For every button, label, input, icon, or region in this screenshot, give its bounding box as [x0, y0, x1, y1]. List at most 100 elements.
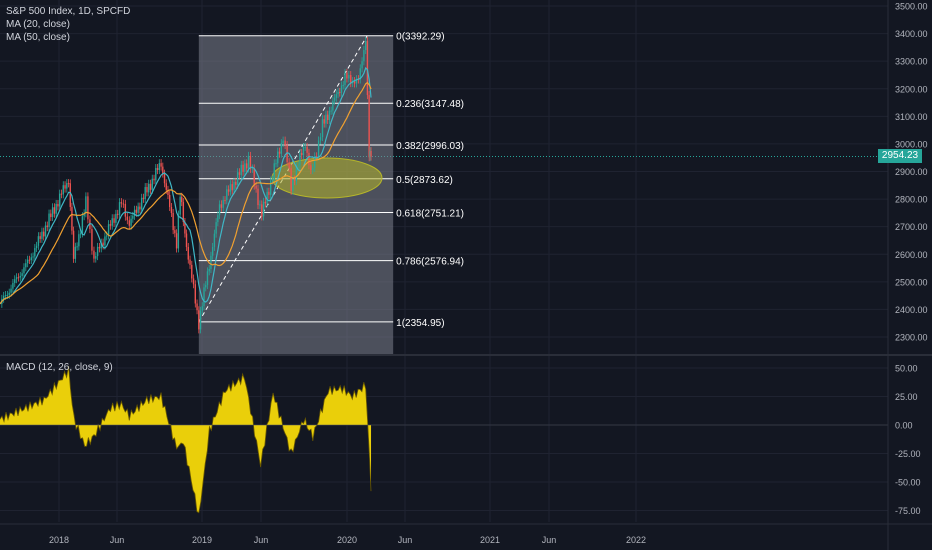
candle-body	[66, 183, 68, 189]
candle-body	[363, 50, 365, 62]
candle-body	[160, 163, 162, 167]
candle-body	[128, 220, 131, 226]
candle-body	[192, 278, 195, 285]
candle-body	[259, 204, 261, 206]
candle-body	[126, 216, 129, 221]
macd-legend[interactable]: MACD (12, 26, close, 9)	[6, 362, 113, 373]
candle-body	[162, 166, 164, 174]
candle-body	[4, 294, 7, 296]
candle-body	[50, 213, 52, 218]
price-tick-label: 3400.00	[895, 29, 928, 39]
candle-body	[361, 61, 363, 69]
candle-body	[111, 218, 113, 226]
candle-body	[142, 197, 145, 199]
chart-legend: S&P 500 Index, 1D, SPCFD MA (20, close) …	[6, 5, 130, 44]
candle-body	[115, 213, 117, 223]
candle-body	[156, 168, 159, 171]
candle-body	[302, 147, 305, 156]
time-tick-label: Jun	[398, 535, 413, 545]
macd-tick-label: 25.00	[895, 392, 918, 402]
candle-body	[282, 140, 284, 144]
candle-body	[74, 246, 77, 259]
candle-body	[370, 151, 372, 157]
candle-body	[196, 303, 198, 311]
legend-ma50[interactable]: MA (50, close)	[6, 32, 70, 43]
candle-body	[67, 183, 70, 185]
candle-body	[321, 119, 324, 138]
candle-body	[346, 72, 348, 79]
candle-body	[10, 288, 12, 293]
candle-body	[220, 204, 223, 208]
candle-body	[299, 152, 301, 166]
candle-body	[217, 215, 219, 223]
candle-body	[251, 168, 253, 170]
candle-body	[83, 213, 85, 217]
fib-level-label: 1(2354.95)	[396, 318, 444, 329]
candle-body	[189, 259, 191, 265]
candle-body	[137, 206, 139, 213]
candle-body	[342, 84, 344, 86]
candle-body	[262, 201, 265, 217]
legend-title[interactable]: S&P 500 Index, 1D, SPCFD	[6, 6, 131, 17]
candle-body	[326, 114, 329, 121]
price-tick-label: 2500.00	[895, 277, 928, 287]
candle-body	[280, 143, 283, 154]
macd-panel	[0, 365, 888, 514]
candle-body	[328, 110, 331, 121]
candle-body	[284, 140, 286, 146]
candle-body	[179, 196, 181, 215]
candle-body	[51, 207, 54, 218]
candle-body	[91, 229, 93, 251]
candle-body	[355, 79, 358, 84]
candle-body	[167, 189, 169, 195]
price-tick-label: 2700.00	[895, 222, 928, 232]
candle-body	[191, 264, 193, 279]
candle-body	[2, 295, 5, 299]
candle-body	[269, 180, 272, 195]
candle-body	[295, 165, 298, 182]
candle-body	[165, 183, 167, 190]
candle-body	[139, 206, 141, 210]
candle-body	[185, 233, 188, 247]
price-tick-label: 2300.00	[895, 333, 928, 343]
candle-body	[369, 151, 371, 158]
candle-body	[133, 209, 136, 216]
candle-body	[130, 218, 132, 226]
candle-body	[69, 183, 71, 207]
candle-body	[106, 235, 108, 237]
fibonacci-retracement[interactable]: 0(3392.29) 0.236(3147.48) 0.382(2996.03) 0.…	[198, 32, 464, 354]
fib-level-label: 0.786(2576.94)	[396, 257, 464, 268]
candle-body	[242, 164, 244, 172]
candle-body	[41, 231, 43, 239]
candle-body	[364, 41, 367, 51]
candle-body	[174, 230, 176, 234]
candle-body	[53, 207, 56, 214]
last-price-tag: 2954.23	[878, 149, 922, 163]
candle-body	[244, 163, 246, 172]
candle-body	[21, 273, 23, 276]
candle-body	[59, 193, 61, 207]
time-tick-label: Jun	[542, 535, 557, 545]
candle-body	[132, 215, 134, 219]
candle-body	[306, 146, 308, 153]
candle-body	[60, 193, 63, 195]
candle-body	[96, 246, 99, 257]
candle-body	[158, 163, 161, 171]
candle-body	[98, 246, 101, 249]
price-tick-label: 2400.00	[895, 305, 928, 315]
candle-body	[14, 279, 16, 283]
candle-body	[310, 165, 312, 171]
candle-body	[104, 236, 106, 246]
candle-body	[300, 152, 303, 156]
candle-body	[124, 203, 127, 217]
candle-body	[19, 275, 21, 278]
legend-ma20[interactable]: MA (20, close)	[6, 19, 70, 30]
candle-body	[172, 213, 174, 231]
candle-body	[348, 75, 350, 79]
candle-body	[182, 202, 185, 223]
candle-body	[293, 179, 296, 182]
candle-body	[57, 203, 59, 207]
highlight-ellipse	[271, 157, 383, 199]
